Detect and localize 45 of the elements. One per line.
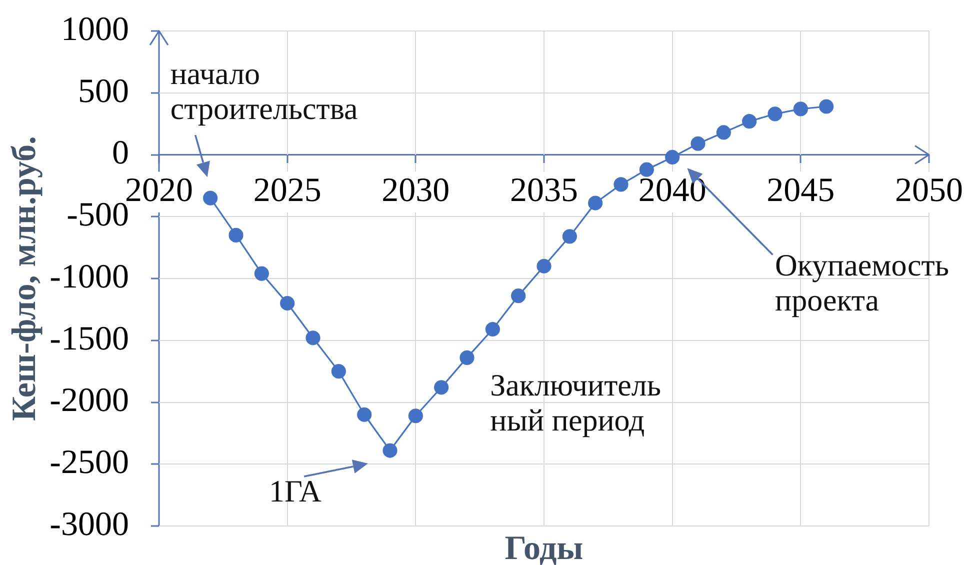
point xyxy=(742,114,757,129)
x-tick-label: 2025 xyxy=(253,172,322,210)
point xyxy=(228,228,244,242)
annotation: Окупаемость проекта xyxy=(775,247,949,318)
point xyxy=(203,190,218,206)
annotation: Заключитель ный период xyxy=(490,368,662,438)
x-tick-label: 2030 xyxy=(382,172,450,210)
point xyxy=(434,380,449,395)
point xyxy=(382,443,398,458)
point xyxy=(460,350,474,365)
x-tick-label: 2050 xyxy=(895,172,963,210)
y-tick-label: 1000 xyxy=(61,10,129,48)
annotation: 1ГА xyxy=(269,474,322,509)
y-tick-label: 0 xyxy=(112,134,129,172)
point xyxy=(665,150,680,165)
point xyxy=(485,322,500,337)
y-axis-title: Кеш-фло, млн.руб. xyxy=(6,136,44,422)
x-axis-title: Годы xyxy=(504,530,584,565)
point xyxy=(408,408,423,424)
x-tick-label: 2045 xyxy=(766,172,835,210)
point xyxy=(254,266,269,281)
point xyxy=(793,102,808,116)
x-tick-label: 2040 xyxy=(638,172,706,210)
point xyxy=(306,330,320,346)
point xyxy=(768,106,782,122)
point xyxy=(819,99,834,114)
point xyxy=(511,288,526,304)
point xyxy=(639,162,654,177)
point xyxy=(331,364,346,379)
point xyxy=(536,258,552,274)
point xyxy=(690,136,706,151)
point xyxy=(280,296,295,311)
point xyxy=(716,125,731,140)
y-tick-label: -3000 xyxy=(50,506,129,543)
point xyxy=(588,196,603,210)
x-tick-label: 2035 xyxy=(510,172,578,210)
point xyxy=(562,229,577,244)
y-tick-label: -2000 xyxy=(50,382,129,420)
y-tick-label: -1000 xyxy=(50,258,129,296)
y-tick-label: -2500 xyxy=(50,444,129,482)
point xyxy=(614,177,628,192)
y-tick-label: 500 xyxy=(78,72,129,110)
point xyxy=(357,407,372,422)
y-tick-label: -1500 xyxy=(50,320,129,358)
annotation: начало строительства xyxy=(170,56,358,126)
